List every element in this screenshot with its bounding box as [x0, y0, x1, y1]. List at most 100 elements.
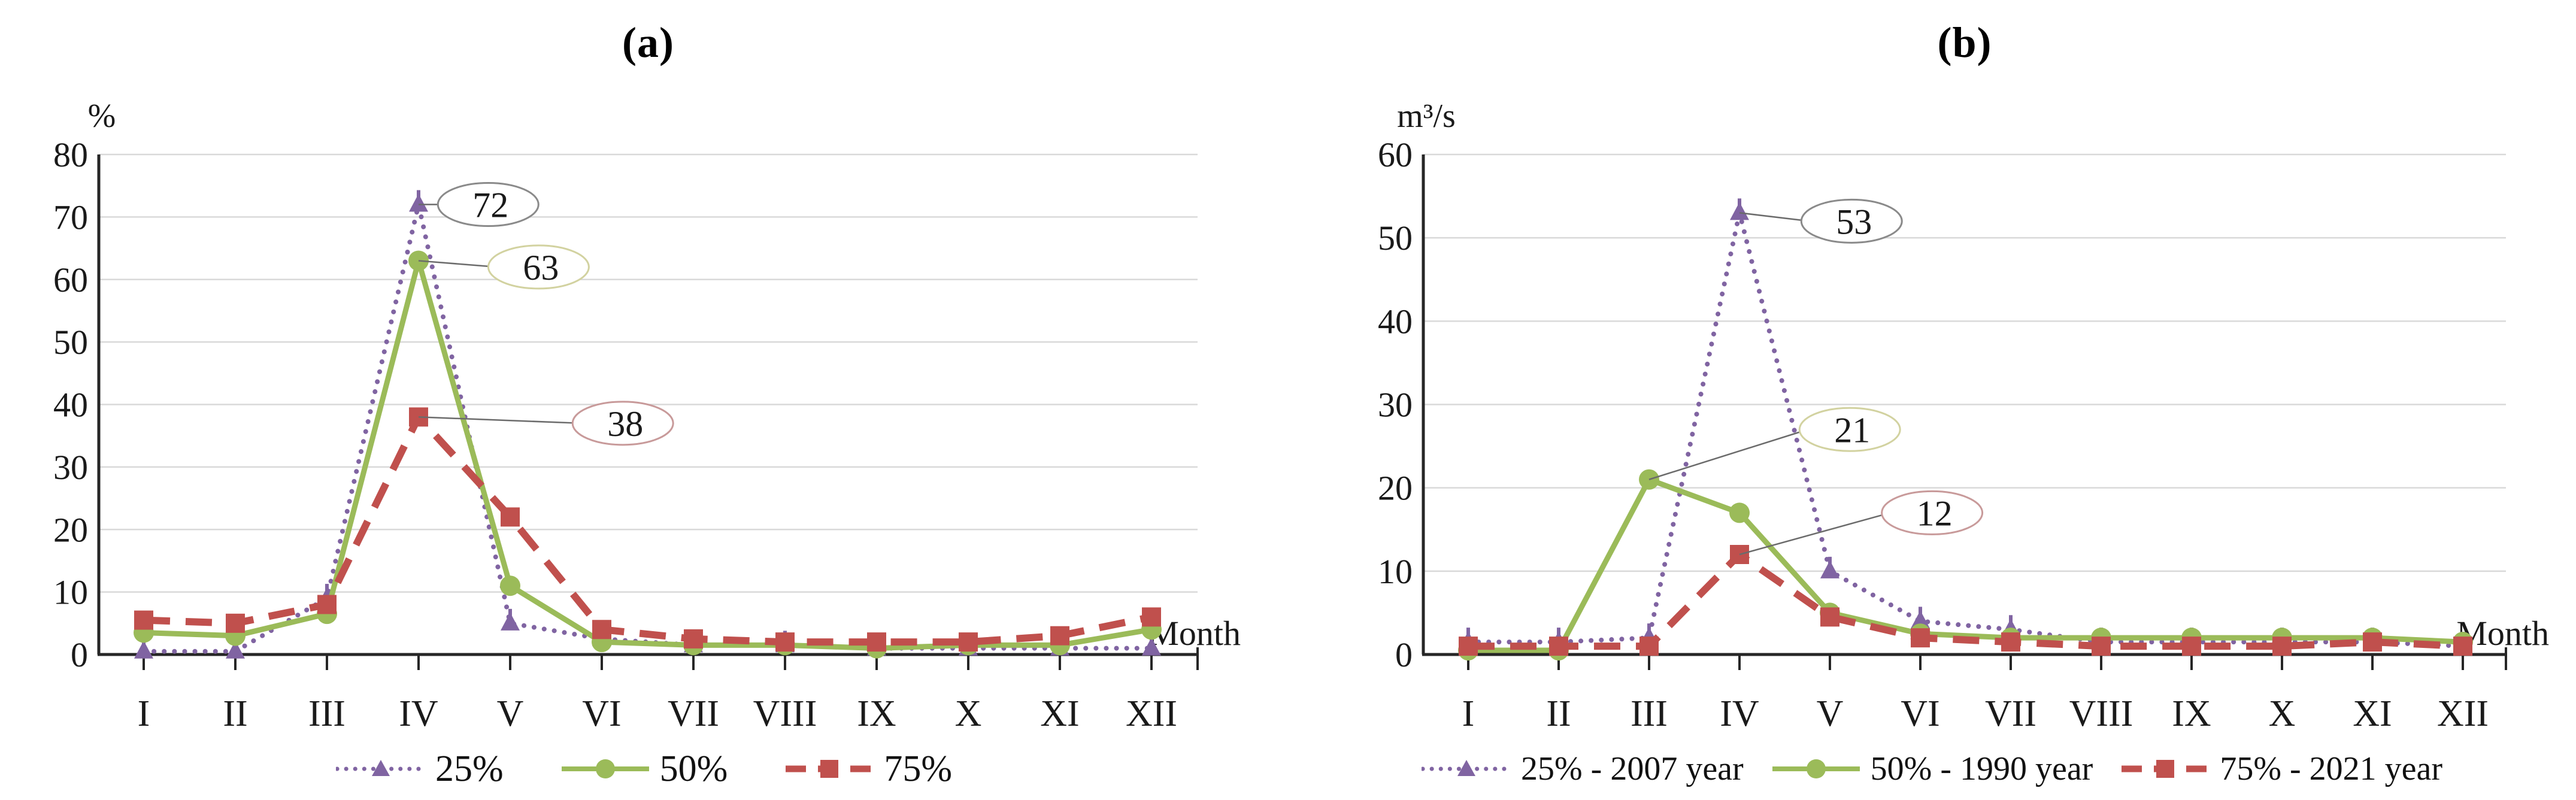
square-marker — [134, 610, 153, 630]
annotation-value: 63 — [523, 248, 559, 287]
x-tick-label: X — [2269, 693, 2296, 734]
panel-b-title: (b) — [1937, 19, 1992, 66]
y-gridlines — [99, 153, 1198, 593]
annotation-value: 12 — [1917, 493, 1953, 533]
annotation-value: 21 — [1834, 410, 1870, 450]
x-tick-label: IX — [2172, 693, 2211, 734]
y-tick-label: 30 — [53, 448, 88, 487]
axes — [97, 154, 1199, 670]
x-tick-label: X — [955, 693, 982, 734]
annotation-callout-line — [1739, 512, 1890, 556]
legend-swatch-svg — [336, 760, 426, 776]
x-tick-label: XII — [2437, 693, 2489, 734]
x-tick-label: VI — [1901, 693, 1939, 734]
legend-dashed-square-marker-icon — [2120, 750, 2210, 788]
square-marker — [501, 507, 520, 527]
y-unit-label: % — [88, 98, 116, 135]
x-tick-label: VII — [668, 693, 719, 734]
series-line — [143, 257, 1152, 651]
y-tick-label: 70 — [53, 198, 88, 237]
chart-b-legend: 25% - 2007 year 50% - 1990 year 75% - 20… — [1288, 740, 2576, 798]
legend-dotted-triangle-marker-icon — [1422, 750, 1512, 788]
x-tick-label: IX — [857, 693, 896, 734]
y-tick-label: 0 — [1395, 635, 1413, 674]
annotation-callout-line — [418, 416, 581, 425]
legend-label: 50% - 1990 year — [1870, 750, 2093, 787]
triangle-marker — [226, 640, 245, 659]
annotation-oval — [437, 182, 540, 227]
y-tick-label: 60 — [53, 260, 88, 299]
series-75- — [134, 407, 1161, 652]
circle-marker — [500, 575, 520, 596]
annotation-12: 12 — [1739, 490, 1984, 556]
legend-label: 50% — [659, 748, 728, 789]
series-25-2007-year — [1459, 198, 2472, 654]
annotation-oval — [1881, 490, 1984, 535]
legend-swatch-svg — [1772, 759, 1860, 778]
legend-square-marker — [820, 760, 839, 778]
annotation-oval — [487, 244, 590, 290]
series-line — [1468, 477, 2463, 653]
legend-item-75pct: 75% — [784, 748, 952, 790]
legend-label: 75% - 2021 year — [2220, 750, 2442, 787]
legend-square-marker — [2156, 760, 2175, 778]
triangle-marker — [1730, 202, 1749, 220]
circle-marker — [1729, 502, 1750, 523]
triangle-marker — [134, 640, 153, 659]
square-marker — [592, 620, 611, 640]
legend-swatch-svg — [561, 759, 649, 778]
square-marker — [1142, 607, 1161, 627]
square-marker — [1911, 628, 1930, 648]
annotation-callout-line — [418, 260, 497, 268]
y-tick-labels: 0 10 20 30 40 50 60 — [1378, 135, 1413, 674]
x-tick-labels: I II III IV V VI VII VIII IX X XI XII — [1462, 693, 2489, 734]
series-50- — [134, 250, 1162, 659]
annotation-value: 53 — [1836, 202, 1872, 241]
y-gridlines — [1423, 153, 2506, 572]
panel-b: (b) 0 10 20 30 40 50 60 I II III IV V VI VII VIII IX X XI… — [1288, 0, 2576, 800]
annotation-oval — [1798, 407, 1901, 452]
legend-dotted-triangle-marker-icon — [336, 750, 426, 788]
chart-a-legend: 25% 50% 75% — [0, 740, 1288, 798]
legend-item-75pct-2021: 75% - 2021 year — [2120, 750, 2442, 788]
legend-item-25pct: 25% — [336, 748, 504, 790]
square-marker — [2092, 637, 2111, 656]
square-marker — [959, 632, 978, 652]
x-tick-label: VIII — [2069, 693, 2133, 734]
annotation-72: 72 — [419, 182, 540, 227]
square-marker — [1050, 626, 1069, 646]
y-tick-label: 50 — [53, 323, 88, 362]
square-marker — [226, 613, 245, 633]
triangle-marker — [1911, 610, 1930, 629]
panel-a: (a) 0 10 20 30 40 50 60 70 80 I II III IV V VI VII VIII I… — [0, 19, 1288, 798]
square-marker — [775, 632, 795, 652]
square-marker — [867, 632, 886, 652]
series-75-2021-year — [1459, 545, 2472, 656]
triangle-marker — [501, 612, 520, 631]
x-tick-label: IV — [399, 693, 438, 734]
legend-solid-circle-marker-icon — [1771, 750, 1861, 788]
annotation-oval — [1800, 198, 1903, 244]
series-line — [1466, 210, 2465, 649]
legend-item-50pct-1990: 50% - 1990 year — [1771, 750, 2093, 788]
annotation-value: 72 — [472, 186, 508, 225]
legend-swatch-svg — [1422, 760, 1512, 776]
y-tick-label: 50 — [1378, 219, 1413, 257]
legend-solid-circle-marker-icon — [560, 750, 650, 788]
square-marker — [2453, 637, 2472, 656]
x-tick-label: V — [1817, 693, 1844, 734]
y-tick-label: 20 — [1378, 469, 1413, 508]
y-unit-label: m³/s — [1397, 98, 1456, 135]
x-tick-label: VIII — [753, 693, 817, 734]
annotation-callout-line — [1648, 429, 1808, 480]
legend-label: 75% — [884, 748, 952, 789]
x-axis-label: Month — [1148, 614, 1241, 653]
x-tick-label: II — [223, 693, 247, 734]
y-tick-label: 20 — [53, 510, 88, 549]
x-tick-label: VII — [1985, 693, 2036, 734]
square-marker — [1820, 607, 1839, 627]
series-line — [1468, 551, 2463, 650]
triangle-marker — [409, 193, 428, 212]
x-tick-label: VI — [582, 693, 621, 734]
